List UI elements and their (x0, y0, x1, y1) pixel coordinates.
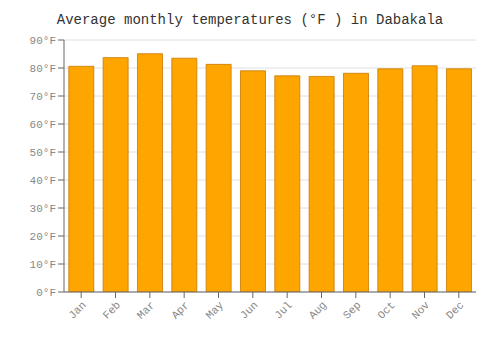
svg-text:10°F: 10°F (30, 259, 56, 271)
svg-text:Apr: Apr (169, 299, 191, 321)
svg-text:Sep: Sep (341, 299, 363, 321)
svg-text:70°F: 70°F (30, 91, 56, 103)
svg-text:90°F: 90°F (30, 35, 56, 47)
svg-text:80°F: 80°F (30, 63, 56, 75)
svg-text:May: May (204, 299, 227, 322)
svg-text:Feb: Feb (101, 299, 123, 321)
svg-text:Nov: Nov (410, 299, 433, 322)
html-text:Average monthly temperatures (: Average monthly temperatures (°F ) in Da… (56, 12, 444, 28)
svg-text:60°F: 60°F (30, 119, 56, 131)
svg-text:Dec: Dec (444, 299, 466, 321)
svg-text:Jun: Jun (238, 299, 260, 321)
svg-text:40°F: 40°F (30, 175, 56, 187)
svg-text:Mar: Mar (135, 299, 157, 321)
svg-text:Aug: Aug (307, 299, 329, 321)
svg-text:Jan: Jan (66, 299, 88, 321)
svg-text:50°F: 50°F (30, 147, 56, 159)
svg-text:30°F: 30°F (30, 203, 56, 215)
svg-text:Jul: Jul (272, 299, 294, 321)
svg-text:0°F: 0°F (36, 287, 56, 299)
svg-text:20°F: 20°F (30, 231, 56, 243)
svg-text:Oct: Oct (375, 299, 397, 321)
